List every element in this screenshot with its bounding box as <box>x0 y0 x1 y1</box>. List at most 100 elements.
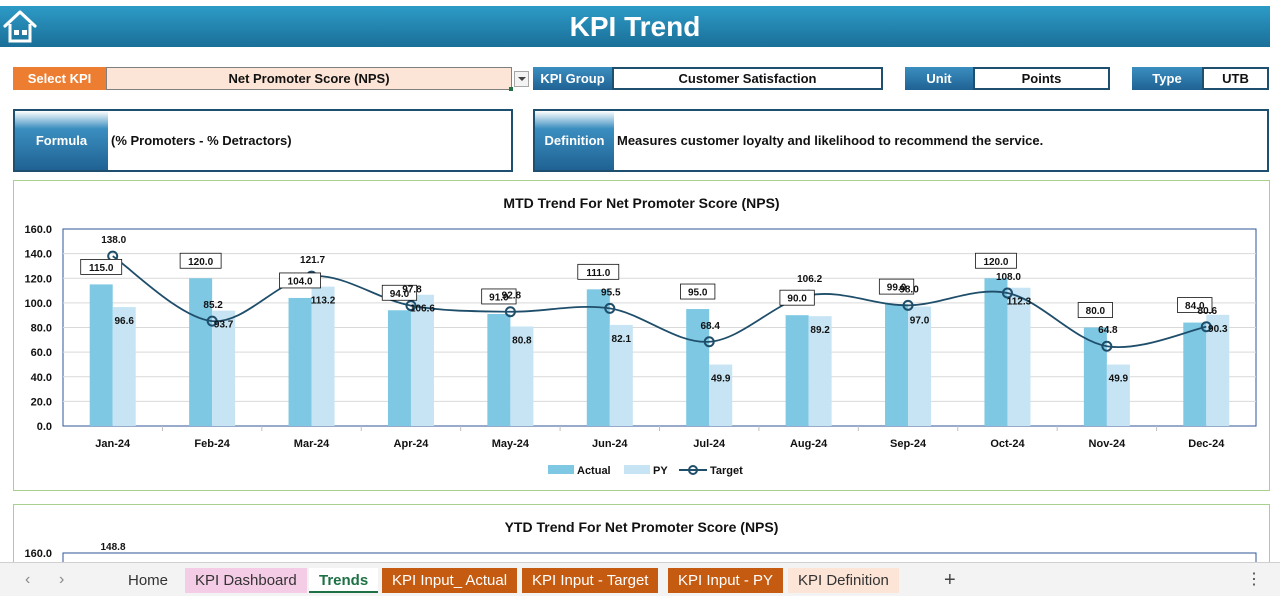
data-label-actual: 104.0 <box>288 276 313 287</box>
data-label-box-actual <box>878 278 915 295</box>
tab-kpi-input-target[interactable]: KPI Input - Target <box>522 568 659 593</box>
x-tick-label: May-24 <box>492 438 530 450</box>
bar-actual <box>487 313 511 426</box>
bar-py <box>212 310 236 426</box>
prev-sheet-icon[interactable]: ‹ <box>25 571 31 588</box>
y-tick-label: 120.0 <box>24 273 52 285</box>
tab-trends[interactable]: Trends <box>309 568 379 593</box>
y-tick-label: 100.0 <box>24 298 52 310</box>
data-label-py: 106.6 <box>410 304 435 315</box>
legend-label-py: PY <box>653 465 668 477</box>
title-bar: KPI Trend <box>0 6 1270 47</box>
next-sheet-icon[interactable]: › <box>59 571 65 588</box>
data-label-actual: 80.0 <box>1086 306 1106 317</box>
legend-marker-target <box>688 465 698 475</box>
more-options-icon[interactable]: ⋮ <box>1246 571 1262 588</box>
tab-home[interactable]: Home <box>128 572 169 589</box>
select-kpi-dropdown[interactable]: Net Promoter Score (NPS) <box>106 67 513 91</box>
data-label-py: 113.2 <box>311 296 336 307</box>
data-label-actual: 91.0 <box>489 292 509 303</box>
data-label-actual: 90.0 <box>787 294 807 305</box>
data-label-box-actual <box>279 272 321 289</box>
data-label-box-actual <box>779 289 815 306</box>
data-label-py: 93.7 <box>214 320 234 331</box>
data-label-py: 80.8 <box>512 336 532 347</box>
kpi-group-value: Customer Satisfaction <box>612 67 883 90</box>
data-label-actual: 95.0 <box>688 288 708 299</box>
data-label-box-actual <box>577 263 620 280</box>
tab-kpi-definition[interactable]: KPI Definition <box>788 568 899 593</box>
bar-actual <box>885 304 909 426</box>
definition-text: Measures customer loyalty and likelihood… <box>617 133 1044 148</box>
x-tick-label: Mar-24 <box>294 438 330 450</box>
legend-swatch-py <box>624 465 650 474</box>
target-marker <box>604 302 616 314</box>
data-label-py: 112.3 <box>1007 297 1032 308</box>
tab-kpi-input-actual[interactable]: KPI Input_ Actual <box>382 568 518 593</box>
data-label-py: 96.6 <box>114 316 134 327</box>
data-label-py: 89.2 <box>810 325 830 336</box>
data-label-target: 85.2 <box>203 300 223 311</box>
data-label-box-actual <box>1077 302 1113 318</box>
chevron-down-icon[interactable] <box>514 71 529 87</box>
x-tick-label: Apr-24 <box>394 438 430 450</box>
bar-actual <box>686 309 710 426</box>
bar-py <box>908 306 932 426</box>
data-label-target: 121.7 <box>300 255 325 266</box>
data-label-target: 98.0 <box>899 284 919 295</box>
target-marker <box>405 300 417 312</box>
data-label-target: 138.0 <box>101 235 126 246</box>
bar-py <box>410 294 434 426</box>
data-label-target: 64.8 <box>1098 325 1118 336</box>
bar-actual <box>1083 327 1107 426</box>
y-tick-label: 60.0 <box>31 347 52 359</box>
definition-box: Definition Measures customer loyalty and… <box>533 109 1269 172</box>
home-icon[interactable] <box>2 8 38 44</box>
bar-actual <box>586 289 610 426</box>
data-label-py: 82.1 <box>612 334 632 345</box>
y-tick-label: 0.0 <box>37 421 52 433</box>
target-marker <box>504 306 516 318</box>
target-marker <box>206 315 218 327</box>
x-tick-label: Nov-24 <box>1089 438 1127 450</box>
data-label-target: 80.6 <box>1198 306 1218 317</box>
sheet-tabs-bar: ‹ › Home KPI Dashboard Trends KPI Input_… <box>0 562 1280 596</box>
add-sheet-icon[interactable]: + <box>944 569 956 591</box>
data-label-target: 68.4 <box>700 321 720 332</box>
bar-py <box>112 307 136 426</box>
mtd-chart: 0.0 20.0 40.0 60.0 80.0 100.0 120.0 140.0 160.0 J… <box>24 224 1257 477</box>
select-kpi-value: Net Promoter Score (NPS) <box>228 71 390 86</box>
bar-actual <box>785 315 809 426</box>
data-label-actual: 111.0 <box>586 268 610 279</box>
bar-py <box>709 364 733 426</box>
bar-py <box>510 326 534 426</box>
x-tick-label: Sep-24 <box>890 438 927 450</box>
x-tick-label: Jun-24 <box>592 438 628 450</box>
target-marker <box>1001 287 1013 299</box>
cell-fill-handle[interactable] <box>509 87 513 91</box>
tab-kpi-dashboard[interactable]: KPI Dashboard <box>185 568 307 593</box>
y-tick-label: 160.0 <box>24 548 52 560</box>
data-label-box-actual <box>1177 297 1213 313</box>
unit-label: Unit <box>905 67 973 90</box>
data-label-target: 108.0 <box>996 272 1021 283</box>
bar-py <box>609 324 633 426</box>
target-marker <box>1200 321 1212 333</box>
data-label-actual: 120.0 <box>983 257 1008 268</box>
data-label-actual: 84.0 <box>1185 301 1205 312</box>
target-marker <box>1101 340 1113 352</box>
data-label-py: 90.3 <box>1208 324 1228 335</box>
ytd-chart-title: YTD Trend For Net Promoter Score (NPS) <box>504 519 779 535</box>
bar-py <box>1106 364 1130 426</box>
legend-swatch-actual <box>548 465 574 474</box>
tab-kpi-input-py[interactable]: KPI Input - PY <box>668 568 784 593</box>
mtd-chart-panel[interactable]: MTD Trend For Net Promoter Score (NPS) 0… <box>13 180 1270 491</box>
data-label-box-actual <box>481 288 517 305</box>
x-tick-label: Jul-24 <box>693 438 726 450</box>
legend-label-target: Target <box>710 465 743 477</box>
definition-label: Definition <box>535 111 614 170</box>
formula-label: Formula <box>15 111 108 170</box>
data-label-box-actual <box>179 252 222 269</box>
data-label-actual: 115.0 <box>89 263 114 274</box>
y-tick-label: 160.0 <box>24 224 52 236</box>
